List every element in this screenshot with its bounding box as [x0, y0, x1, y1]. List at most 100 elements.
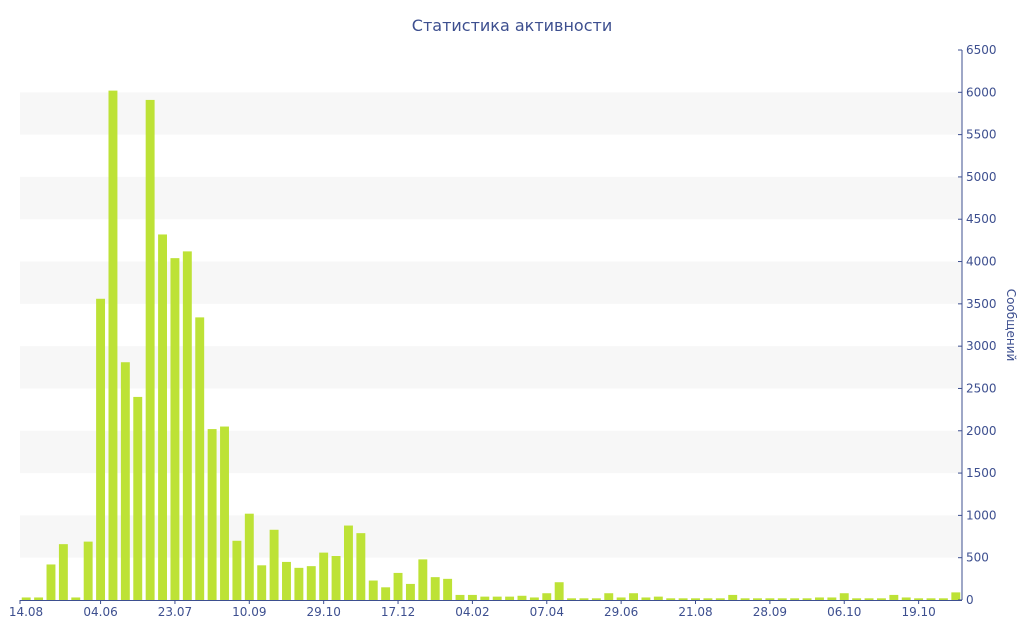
y-tick-label: 6000: [966, 85, 997, 99]
bar: [703, 598, 713, 600]
bar: [579, 598, 589, 600]
y-tick-label: 1000: [966, 508, 997, 522]
x-tick-label: 19.10: [901, 605, 935, 619]
bar: [914, 598, 924, 600]
bar: [58, 544, 68, 600]
bars: [21, 90, 961, 601]
bar: [715, 598, 725, 600]
y-tick-label: 500: [966, 551, 989, 565]
bar: [467, 594, 477, 600]
x-tick-label: 04.02: [455, 605, 489, 619]
x-tick-label: 21.08: [678, 605, 712, 619]
bar: [282, 561, 291, 600]
x-tick-label: 29.10: [306, 605, 340, 619]
bar: [207, 429, 217, 600]
y-tick-label: 2000: [966, 424, 997, 438]
y-tick-label: 6500: [966, 43, 997, 57]
y-tick-label: 2500: [966, 381, 997, 395]
bar: [901, 597, 911, 600]
x-tick-label: 17.12: [381, 605, 415, 619]
y-tick-label: 5500: [966, 128, 997, 142]
x-tick-label: 28.09: [753, 605, 787, 619]
bar: [691, 598, 700, 600]
bar: [145, 99, 155, 601]
y-tick-label: 0: [966, 593, 974, 607]
bar: [405, 583, 415, 600]
x-axis: 14.08 04.06 23.07 10.09 29.10 17.12 04.02 07.04…: [9, 600, 962, 619]
x-tick-label: 06.10: [827, 605, 861, 619]
bar: [678, 598, 688, 600]
y-axis: 0 500 1000 1500 2000 2500 3000 3500 4000 4500 5000…: [958, 43, 997, 607]
bar: [269, 529, 279, 600]
bar: [356, 533, 366, 600]
bar: [938, 598, 948, 600]
bar: [46, 564, 56, 600]
grid-bands: [20, 92, 962, 558]
bar: [790, 598, 800, 600]
bar: [418, 559, 428, 600]
grid-band: [20, 176, 962, 220]
bar: [331, 556, 341, 600]
bar: [554, 582, 564, 600]
bar: [480, 596, 490, 600]
bar: [306, 566, 316, 600]
bar: [753, 598, 762, 600]
bar: [393, 572, 403, 600]
bar: [815, 597, 824, 600]
bar: [591, 598, 601, 600]
bar: [443, 578, 453, 600]
bar: [492, 596, 502, 600]
y-tick-label: 3000: [966, 339, 997, 353]
bar: [517, 595, 527, 600]
bar: [951, 592, 961, 600]
chart-title: Статистика активности: [412, 16, 612, 35]
bar: [381, 587, 391, 600]
bar: [108, 90, 118, 601]
bar: [653, 596, 663, 600]
x-tick-label: 23.07: [158, 605, 192, 619]
bar: [133, 396, 143, 600]
y-tick-label: 5000: [966, 170, 997, 184]
bar: [542, 593, 552, 600]
x-tick-label: 07.04: [530, 605, 564, 619]
bar: [728, 594, 738, 600]
bar: [368, 580, 378, 600]
bar: [567, 598, 577, 600]
bar: [257, 565, 267, 600]
bar: [505, 596, 515, 600]
bar: [740, 598, 750, 600]
bar: [430, 577, 440, 600]
bar: [195, 317, 205, 600]
bar: [294, 567, 304, 600]
bar: [83, 541, 93, 600]
bar: [864, 598, 874, 600]
bar: [529, 597, 539, 600]
grid-band: [20, 92, 962, 135]
x-tick-label: 29.06: [604, 605, 638, 619]
bar: [616, 597, 626, 600]
bar: [344, 525, 353, 600]
bar: [839, 593, 849, 600]
y-tick-label: 4500: [966, 212, 997, 226]
bar: [876, 598, 886, 600]
bar: [21, 597, 31, 600]
x-tick-label: 10.09: [232, 605, 266, 619]
bar: [852, 598, 862, 600]
bar: [641, 597, 651, 600]
bar: [926, 598, 936, 600]
y-tick-label: 4000: [966, 255, 997, 269]
bar: [455, 594, 465, 600]
bar: [158, 234, 167, 600]
bar: [244, 513, 254, 600]
y-axis-title: Сообщений: [1004, 289, 1018, 362]
bar: [765, 598, 775, 600]
bar: [802, 598, 812, 600]
x-tick-label: 04.06: [83, 605, 117, 619]
bar: [629, 593, 638, 600]
bar: [827, 597, 837, 600]
bar: [96, 298, 106, 600]
bar: [777, 598, 787, 600]
bar: [319, 552, 329, 600]
bar: [34, 597, 44, 600]
